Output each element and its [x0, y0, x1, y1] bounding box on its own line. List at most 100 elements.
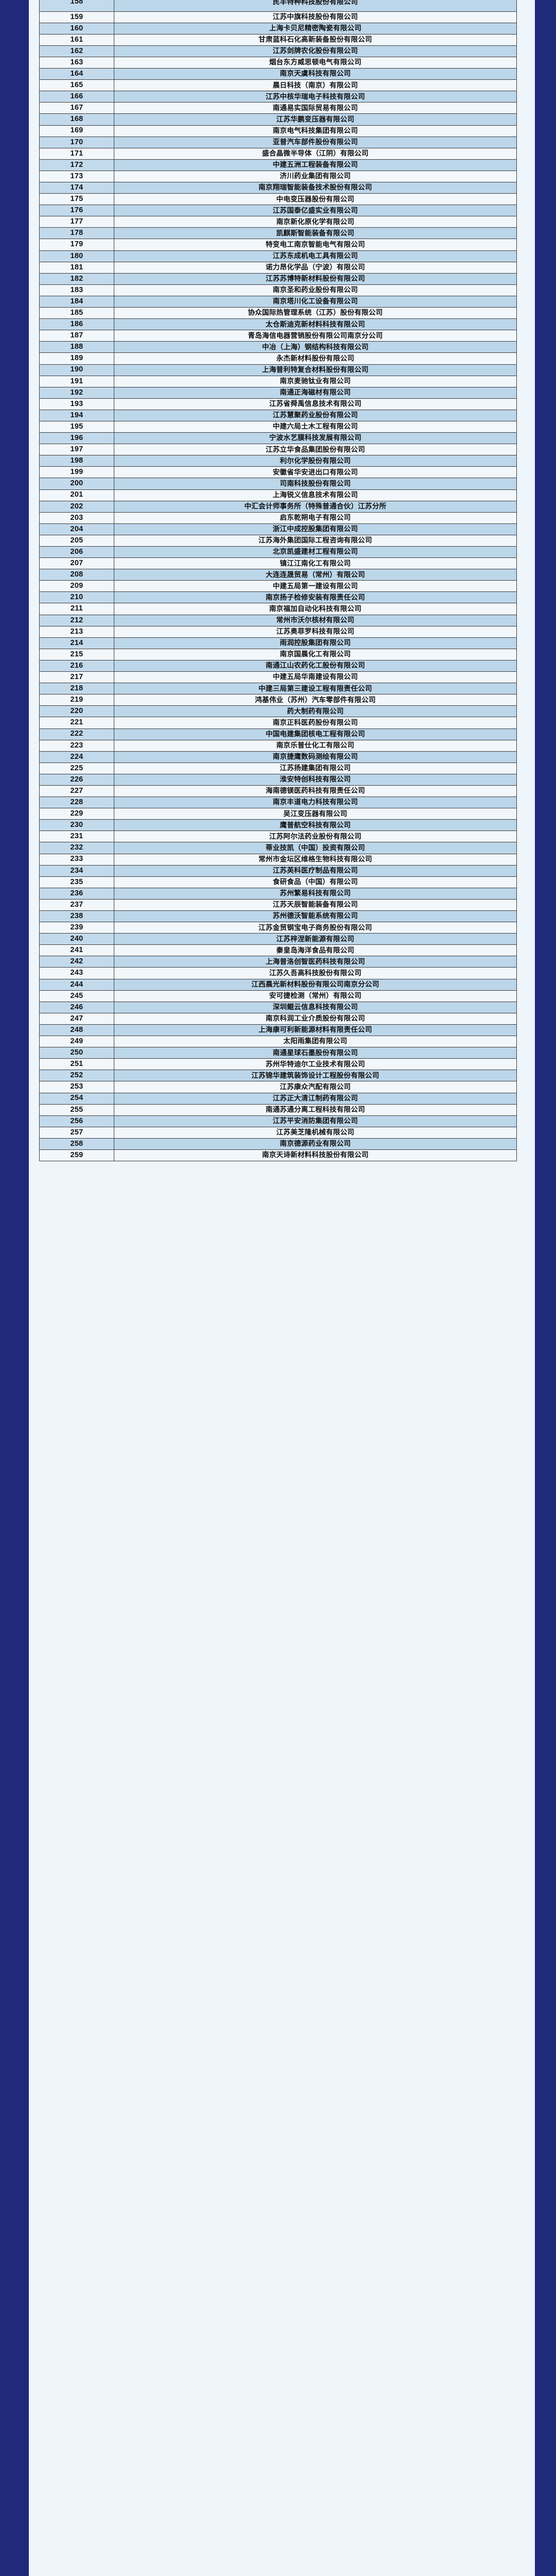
table-row: 159 江苏中旗科技股份有限公司: [39, 11, 517, 23]
row-company-name: 南通易实国际贸易有限公司: [114, 102, 517, 114]
row-rank: 178: [39, 227, 114, 240]
row-company-name: 甘肃蓝科石化高新装备股份有限公司: [114, 33, 517, 46]
clipped-name-text: 民丰特种科技股份有限公司: [272, 0, 358, 6]
row-rank: 229: [39, 808, 114, 820]
table-row: 215 南京国晨化工有限公司: [39, 648, 517, 660]
table-row: 229 吴江变压器有限公司: [39, 808, 517, 820]
row-company-name: 江苏剑牌农化股份有限公司: [114, 45, 517, 57]
row-company-name: 江苏金贸钢宝电子商务股份有限公司: [114, 922, 517, 934]
row-rank: 249: [39, 1036, 114, 1048]
table-row: 225 江苏扬建集团有限公司: [39, 762, 517, 774]
row-rank: 258: [39, 1138, 114, 1150]
table-row: 234 江苏英科医疗制品有限公司: [39, 865, 517, 877]
table-row: 250 南通星球石墨股份有限公司: [39, 1047, 517, 1059]
row-company-name: 江苏中旗科技股份有限公司: [114, 11, 517, 23]
row-company-name: 中汇会计师事务所（特殊普通合伙）江苏分所: [114, 500, 517, 513]
row-rank: 250: [39, 1047, 114, 1059]
row-company-name: 安徽省华安进出口有限公司: [114, 466, 517, 479]
table-row: 212 常州市沃尔核材有限公司: [39, 614, 517, 626]
table-row: 179 特变电工南京智能电气有限公司: [39, 239, 517, 251]
table-row: 251 苏州华特迪尔工业技术有限公司: [39, 1058, 517, 1071]
table-row: 173 济川药业集团有限公司: [39, 170, 517, 183]
row-company-name: 晨日科技（南京）有限公司: [114, 79, 517, 92]
row-company-name: 中建三局第三建设工程有限责任公司: [114, 683, 517, 695]
row-company-name: 吴江变压器有限公司: [114, 808, 517, 820]
row-rank: 174: [39, 181, 114, 194]
row-rank: 214: [39, 637, 114, 649]
row-company-name: 特变电工南京智能电气有限公司: [114, 239, 517, 251]
table-row: 196 宁波水艺膜科技发展有限公司: [39, 432, 517, 445]
row-rank: 200: [39, 478, 114, 490]
row-rank: 192: [39, 386, 114, 399]
row-rank: 234: [39, 865, 114, 877]
row-rank: 238: [39, 910, 114, 923]
table-body: 158 民丰特种科技股份有限公司 159 江苏中旗科技股份有限公司 160 上海卡贝尼精密…: [39, 0, 517, 1162]
table-row: 253 江苏康众汽配有限公司: [39, 1081, 517, 1093]
row-rank: 204: [39, 523, 114, 535]
table-row: 182 江苏苏博特新材料股份有限公司: [39, 273, 517, 285]
row-company-name: 上海康可利新能源材料有限责任公司: [114, 1024, 517, 1037]
row-company-name: 南京天诗新材料科技股份有限公司: [114, 1149, 517, 1162]
row-rank: 217: [39, 671, 114, 684]
table-row: 160 上海卡贝尼精密陶瓷有限公司: [39, 22, 517, 35]
table-row: 257 江苏美芝隆机械有限公司: [39, 1126, 517, 1139]
table-row: 164 南京天虞科技有限公司: [39, 68, 517, 80]
row-company-name: 凯麒斯智能装备有限公司: [114, 227, 517, 240]
row-rank: 232: [39, 842, 114, 854]
row-rank: 206: [39, 546, 114, 558]
row-rank: 189: [39, 352, 114, 365]
row-rank: 227: [39, 785, 114, 798]
table-row: 192 南通正海磁材有限公司: [39, 386, 517, 399]
row-company-name: 江苏奥菲罗科技有限公司: [114, 625, 517, 638]
table-row: 219 鸿基伟业（苏州）汽车零部件有限公司: [39, 694, 517, 706]
table-row: 176 江苏国泰亿盛实业有限公司: [39, 205, 517, 217]
row-company-name: 江苏慧聚药业股份有限公司: [114, 409, 517, 421]
table-row: 201 上海锐义信息技术有限公司: [39, 489, 517, 501]
row-rank: 161: [39, 33, 114, 46]
row-company-name: 江苏省舜禹信息技术有限公司: [114, 398, 517, 410]
table-row: 255 南通苏通分离工程科技有限公司: [39, 1104, 517, 1116]
row-company-name: 雨润控股集团有限公司: [114, 637, 517, 649]
table-row: 239 江苏金贸钢宝电子商务股份有限公司: [39, 922, 517, 934]
row-rank: 231: [39, 831, 114, 843]
row-rank: 235: [39, 876, 114, 888]
row-rank: 252: [39, 1070, 114, 1082]
row-rank: 209: [39, 580, 114, 592]
table-row: 233 常州市金坛区维格生物科技有限公司: [39, 853, 517, 866]
table-row: 209 中建五局第一建设有限公司: [39, 580, 517, 592]
row-rank: 188: [39, 341, 114, 353]
row-rank: 225: [39, 762, 114, 774]
row-company-name: 常州市沃尔核材有限公司: [114, 614, 517, 626]
table-row: 199 安徽省华安进出口有限公司: [39, 466, 517, 479]
row-company-name: 江苏梓涅新能源有限公司: [114, 933, 517, 945]
table-row: 166 江苏中核华瑞电子科技有限公司: [39, 91, 517, 103]
row-company-name: 南通苏通分离工程科技有限公司: [114, 1104, 517, 1116]
row-company-name: 南京扬子检修安装有限责任公司: [114, 591, 517, 604]
row-company-name: 南京麦驰钛业有限公司: [114, 375, 517, 387]
row-company-name: 宁波水艺膜科技发展有限公司: [114, 432, 517, 445]
row-rank: 176: [39, 205, 114, 217]
row-company-name: 海南德镁医药科技有限责任公司: [114, 785, 517, 798]
row-rank: 220: [39, 705, 114, 718]
table-row: 174 南京翔瑞智能装备技术股份有限公司: [39, 181, 517, 194]
row-company-name: 苏州德沃智能系统有限公司: [114, 910, 517, 923]
row-company-name: 江苏美芝隆机械有限公司: [114, 1126, 517, 1139]
row-company-name: 南京圣和药业股份有限公司: [114, 284, 517, 296]
table-row: 168 江苏华鹏变压器有限公司: [39, 113, 517, 126]
row-rank: 184: [39, 295, 114, 308]
row-company-name: 南通江山农药化工股份有限公司: [114, 659, 517, 672]
table-row: 206 北京凯盛建材工程有限公司: [39, 546, 517, 558]
row-company-name: 江苏海外集团国际工程咨询有限公司: [114, 534, 517, 547]
table-row: 248 上海康可利新能源材料有限责任公司: [39, 1024, 517, 1037]
row-company-name: 江苏华鹏变压器有限公司: [114, 113, 517, 126]
row-rank: 171: [39, 147, 114, 160]
row-company-name: 南京塔川化工设备有限公司: [114, 295, 517, 308]
row-company-name: 江苏平安消防集团有限公司: [114, 1115, 517, 1127]
table-row: 190 上海普利特复合材料股份有限公司: [39, 364, 517, 376]
table-row: 230 鹰普航空科技有限公司: [39, 819, 517, 832]
table-row: 184 南京塔川化工设备有限公司: [39, 295, 517, 308]
row-rank: 193: [39, 398, 114, 410]
row-company-name: 永杰新材料股份有限公司: [114, 352, 517, 365]
row-rank: 219: [39, 694, 114, 706]
